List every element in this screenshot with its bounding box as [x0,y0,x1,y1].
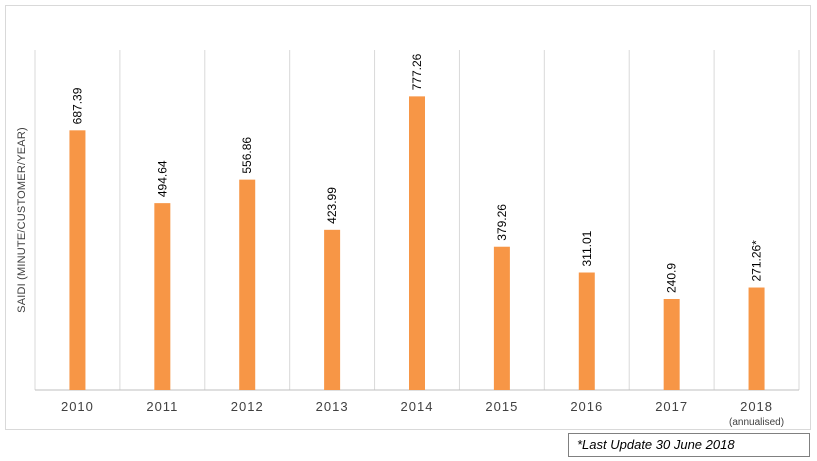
x-tick-label-2014: 2014 [401,399,434,414]
data-label-2016: 311.01 [580,230,594,266]
data-label-2017: 240.9 [665,263,679,293]
data-label-2014: 777.26 [410,53,424,90]
data-label-2011: 494.64 [155,160,169,197]
x-tick-label-2018: 2018 [740,399,773,414]
data-label-2013: 423.99 [325,187,339,224]
x-tick-sublabel: (annualised) [729,417,784,428]
data-label-2012: 556.86 [240,137,254,174]
last-update-footnote: *Last Update 30 June 2018 [568,433,810,457]
bar-2013 [324,229,341,390]
data-label-2015: 379.26 [495,204,509,241]
bar-2011 [154,203,171,390]
x-tick-label-2013: 2013 [316,399,349,414]
bar-2014 [409,96,425,391]
bar-2016 [578,272,595,390]
x-tick-label-2017: 2017 [655,399,688,414]
bar-2015 [493,246,510,390]
bar-2012 [239,179,256,390]
data-label-2018: 271.26* [750,240,764,282]
x-tick-label-2015: 2015 [485,399,518,414]
x-tick-label-2016: 2016 [570,399,603,414]
y-axis-label: SAIDI (MINUTE/CUSTOMER/YEAR) [16,127,28,313]
bar-2018 [748,287,765,390]
data-label-2010: 687.39 [70,87,84,124]
x-tick-label-2012: 2012 [231,399,264,414]
bar-2010 [69,130,86,390]
bar-2017 [663,298,680,390]
x-tick-label-2010: 2010 [61,399,94,414]
x-tick-label-2011: 2011 [146,399,178,414]
